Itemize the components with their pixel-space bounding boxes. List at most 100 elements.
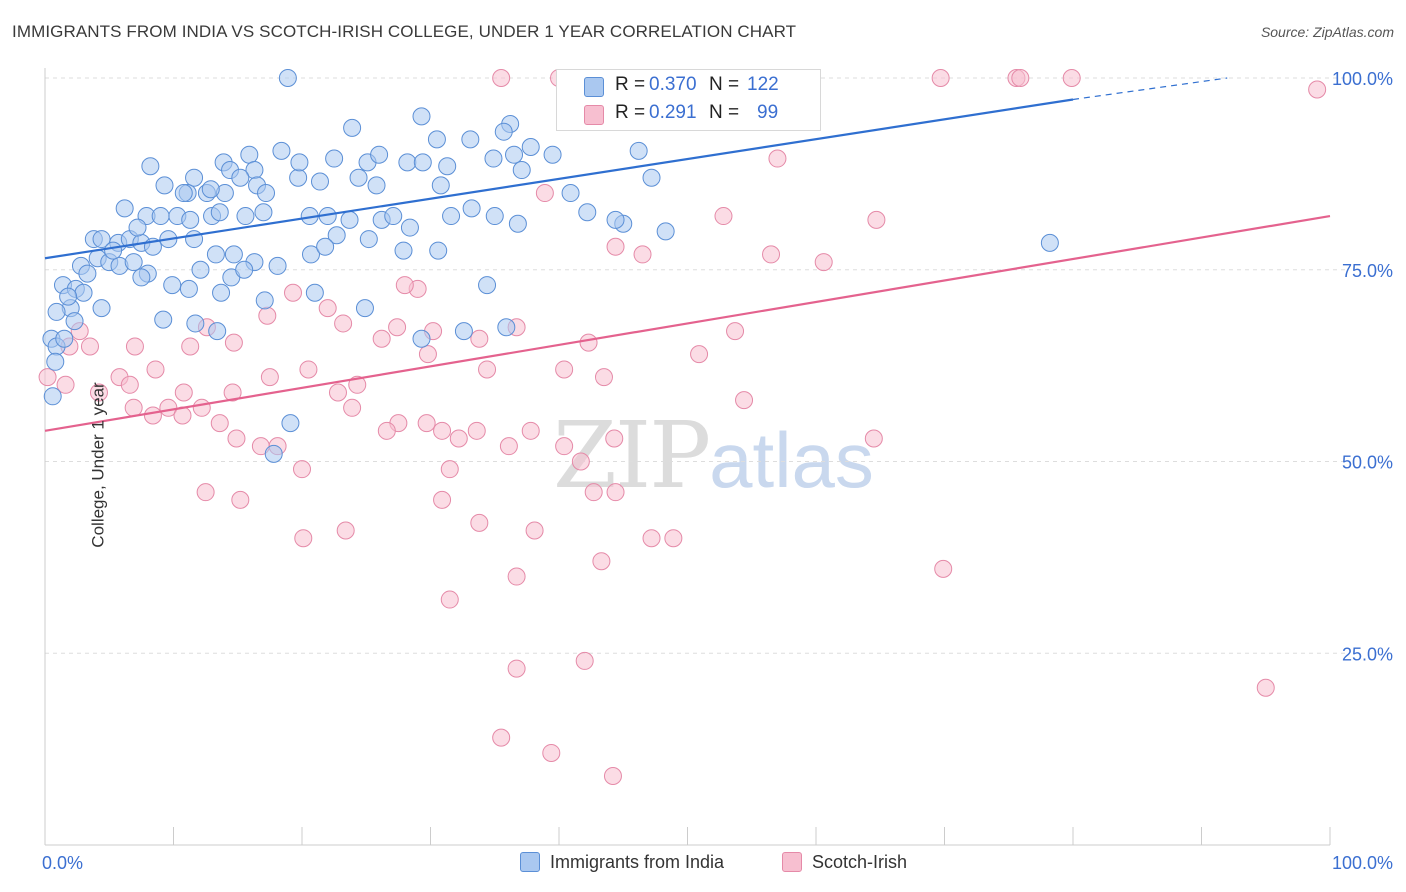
data-point: [174, 184, 193, 203]
data-point: [301, 245, 320, 264]
data-point: [38, 368, 57, 387]
data-point: [470, 329, 489, 348]
r-label: R =: [615, 74, 646, 95]
data-point: [555, 360, 574, 379]
india-swatch: [584, 77, 604, 97]
data-point: [505, 145, 524, 164]
y-axis-label: College, Under 1 year: [88, 382, 108, 548]
n-value: 99: [757, 102, 779, 123]
data-point: [629, 141, 648, 160]
data-point: [120, 375, 139, 394]
data-point: [284, 283, 303, 302]
data-point: [264, 444, 283, 463]
data-point: [1256, 678, 1275, 697]
data-point: [438, 157, 457, 176]
data-point: [370, 145, 389, 164]
data-point: [340, 210, 359, 229]
data-point: [934, 559, 953, 578]
data-point: [124, 398, 143, 417]
data-point: [348, 375, 367, 394]
y-tick-label: 25.0%: [1342, 644, 1393, 664]
data-point: [255, 291, 274, 310]
data-point: [65, 312, 84, 331]
data-point: [367, 176, 386, 195]
data-point: [507, 659, 526, 678]
data-point: [43, 387, 62, 406]
scotch-irish-legend-label: Scotch-Irish: [812, 852, 908, 872]
data-point: [80, 337, 99, 356]
x-tick-label: 0.0%: [42, 853, 83, 873]
data-point: [440, 590, 459, 609]
data-point: [294, 529, 313, 548]
data-point: [281, 414, 300, 433]
y-tick-label: 100.0%: [1332, 69, 1393, 89]
stats-legend: R = 0.370 N = 122 R = 0.291 N = 99: [556, 69, 821, 131]
data-point: [714, 207, 733, 226]
data-point: [343, 398, 362, 417]
data-point: [236, 207, 255, 226]
data-point: [592, 552, 611, 571]
grid-lines: [45, 77, 1345, 654]
data-point: [561, 184, 580, 203]
data-point: [191, 260, 210, 279]
legend-item-scotch-irish[interactable]: Scotch-Irish: [782, 852, 907, 873]
data-point: [864, 429, 883, 448]
data-point: [499, 437, 518, 456]
data-point: [931, 69, 950, 87]
data-point: [578, 203, 597, 222]
data-point: [59, 287, 78, 306]
data-point: [594, 368, 613, 387]
n-label: N =: [709, 74, 740, 95]
data-point: [132, 268, 151, 287]
india-legend-swatch: [520, 852, 540, 872]
data-point: [231, 168, 250, 187]
data-point: [258, 306, 277, 325]
legend-item-india[interactable]: Immigrants from India: [520, 852, 724, 873]
data-point: [605, 429, 624, 448]
data-point: [603, 766, 622, 785]
india-legend-label: Immigrants from India: [550, 852, 725, 872]
data-point: [462, 199, 481, 218]
data-point: [394, 241, 413, 260]
data-point: [535, 184, 554, 203]
data-point: [55, 329, 74, 348]
data-point: [235, 260, 254, 279]
data-point: [571, 452, 590, 471]
data-point: [1062, 69, 1081, 87]
data-point: [327, 226, 346, 245]
stats-row-scotch-irish: R = 0.291 N = 99: [557, 102, 820, 130]
data-point: [478, 360, 497, 379]
data-point: [224, 333, 243, 352]
data-point: [1011, 69, 1030, 87]
data-point: [181, 210, 200, 229]
data-point: [398, 153, 417, 172]
data-point: [305, 283, 324, 302]
data-point: [377, 421, 396, 440]
data-point: [656, 222, 675, 241]
data-point: [575, 651, 594, 670]
data-point: [141, 157, 160, 176]
data-point: [78, 264, 97, 283]
data-point: [192, 398, 211, 417]
data-point: [521, 421, 540, 440]
data-point: [349, 168, 368, 187]
data-point: [260, 368, 279, 387]
data-point: [92, 230, 111, 249]
data-point: [814, 253, 833, 272]
data-point: [289, 168, 308, 187]
data-point: [359, 230, 378, 249]
data-point: [484, 149, 503, 168]
data-point: [268, 256, 287, 275]
data-point: [633, 245, 652, 264]
data-point: [512, 161, 531, 180]
data-point: [433, 490, 452, 509]
data-point: [254, 203, 273, 222]
data-point: [46, 352, 65, 371]
data-point: [497, 318, 516, 337]
data-point: [485, 207, 504, 226]
data-point: [196, 483, 215, 502]
data-point: [185, 230, 204, 249]
data-point: [454, 322, 473, 341]
data-point: [223, 383, 242, 402]
